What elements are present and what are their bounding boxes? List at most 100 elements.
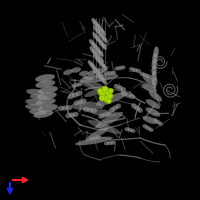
Ellipse shape (152, 65, 157, 75)
Ellipse shape (79, 71, 89, 76)
Circle shape (102, 86, 108, 92)
Ellipse shape (101, 63, 107, 71)
Ellipse shape (99, 33, 106, 40)
Ellipse shape (90, 63, 96, 70)
Ellipse shape (139, 72, 145, 76)
Ellipse shape (89, 39, 96, 47)
Ellipse shape (94, 35, 101, 42)
Circle shape (98, 88, 102, 94)
Ellipse shape (120, 87, 126, 92)
Circle shape (98, 90, 106, 97)
Ellipse shape (87, 70, 97, 76)
Ellipse shape (96, 70, 102, 78)
Ellipse shape (68, 94, 74, 99)
Ellipse shape (25, 104, 43, 110)
Ellipse shape (96, 135, 101, 139)
Ellipse shape (73, 112, 79, 117)
Ellipse shape (104, 141, 109, 145)
Ellipse shape (62, 105, 68, 111)
Ellipse shape (88, 120, 121, 134)
Ellipse shape (102, 112, 108, 118)
Ellipse shape (30, 94, 48, 100)
Ellipse shape (96, 23, 102, 31)
Ellipse shape (99, 75, 105, 82)
Ellipse shape (63, 69, 73, 75)
Ellipse shape (91, 108, 97, 113)
Ellipse shape (107, 141, 113, 145)
Ellipse shape (71, 67, 81, 73)
Circle shape (104, 88, 112, 96)
Circle shape (104, 96, 110, 102)
Ellipse shape (76, 91, 82, 96)
Ellipse shape (101, 77, 107, 85)
Ellipse shape (93, 44, 100, 52)
Ellipse shape (66, 105, 72, 110)
Ellipse shape (145, 74, 151, 78)
Ellipse shape (117, 85, 123, 91)
Ellipse shape (146, 99, 160, 109)
Ellipse shape (143, 74, 156, 86)
Ellipse shape (98, 26, 104, 33)
Ellipse shape (149, 91, 162, 101)
Ellipse shape (156, 120, 160, 124)
Ellipse shape (77, 82, 82, 86)
Ellipse shape (137, 107, 143, 113)
Ellipse shape (131, 103, 137, 109)
Ellipse shape (98, 40, 105, 47)
Ellipse shape (93, 53, 99, 61)
Ellipse shape (132, 68, 138, 72)
Ellipse shape (99, 113, 104, 118)
Ellipse shape (84, 87, 108, 97)
Ellipse shape (92, 32, 99, 40)
Ellipse shape (101, 35, 108, 43)
Ellipse shape (96, 92, 127, 106)
Ellipse shape (65, 113, 71, 118)
Ellipse shape (94, 21, 100, 28)
Ellipse shape (130, 129, 135, 133)
Ellipse shape (86, 76, 90, 80)
Ellipse shape (95, 68, 105, 73)
Ellipse shape (92, 65, 98, 73)
Ellipse shape (154, 47, 159, 57)
Ellipse shape (99, 61, 105, 68)
Ellipse shape (38, 86, 58, 94)
Ellipse shape (100, 42, 107, 50)
Ellipse shape (151, 71, 157, 81)
Ellipse shape (97, 72, 103, 80)
Ellipse shape (83, 75, 88, 79)
Ellipse shape (80, 80, 104, 90)
Ellipse shape (92, 18, 98, 26)
Ellipse shape (77, 99, 83, 105)
Ellipse shape (91, 42, 98, 49)
Circle shape (106, 98, 112, 104)
Ellipse shape (72, 84, 77, 88)
Ellipse shape (128, 128, 132, 132)
Ellipse shape (114, 84, 120, 89)
Ellipse shape (94, 68, 100, 75)
Ellipse shape (87, 107, 93, 113)
Ellipse shape (35, 80, 55, 88)
Ellipse shape (29, 109, 47, 115)
Ellipse shape (98, 56, 104, 64)
Ellipse shape (83, 107, 89, 112)
Ellipse shape (88, 60, 94, 68)
Ellipse shape (111, 141, 116, 145)
Ellipse shape (146, 108, 160, 116)
Ellipse shape (94, 51, 100, 59)
Ellipse shape (92, 136, 98, 140)
Ellipse shape (74, 100, 79, 105)
Ellipse shape (95, 56, 101, 63)
Ellipse shape (143, 116, 158, 124)
Ellipse shape (88, 77, 93, 81)
Ellipse shape (90, 110, 116, 116)
Ellipse shape (112, 105, 118, 111)
Ellipse shape (125, 127, 130, 131)
Ellipse shape (142, 84, 157, 92)
Ellipse shape (152, 77, 157, 87)
Ellipse shape (129, 94, 135, 99)
Ellipse shape (69, 112, 75, 118)
Ellipse shape (75, 137, 113, 145)
Ellipse shape (152, 53, 157, 63)
Ellipse shape (71, 102, 104, 110)
Ellipse shape (85, 127, 109, 141)
